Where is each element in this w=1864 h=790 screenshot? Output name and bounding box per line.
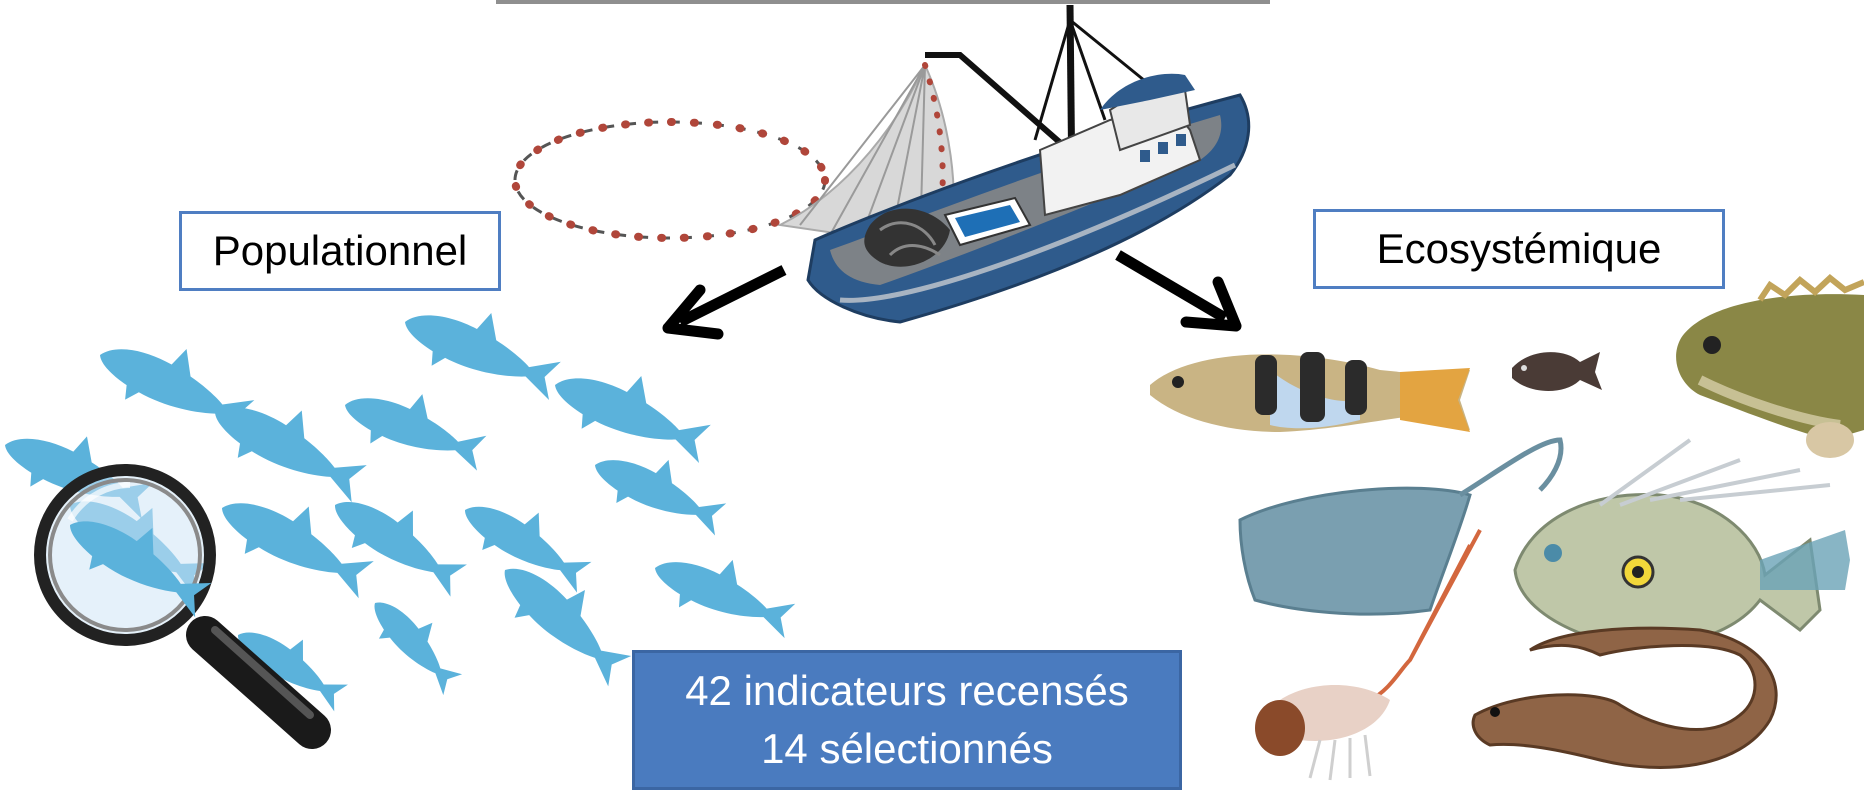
john-dory-icon [1513,438,1850,648]
populationnel-label-text: Populationnel [212,227,468,274]
populationnel-label: Populationnel [179,211,501,291]
indicators-count-line: 42 indicateurs recensés [685,667,1129,714]
ecosystemique-label-text: Ecosystémique [1376,225,1662,272]
indicator-summary-box: 42 indicateurs recensés 14 sélectionnés [632,650,1182,790]
ecosystemique-label: Ecosystémique [1313,209,1725,289]
arrow-icon-left [662,265,787,340]
wrasse-icon [1150,352,1470,432]
damselfish-icon [1512,352,1602,392]
magnifying-glass-icon [34,464,331,749]
moray-eel-icon [1471,626,1778,769]
top-divider [496,0,1270,4]
arrow-icon-right [1115,250,1242,332]
fishing-boat-icon [511,4,1251,324]
selected-count-line: 14 sélectionnés [761,725,1053,772]
shrimp-icon [1255,529,1482,781]
grouper-icon [1676,274,1864,458]
stingray-icon [1238,437,1564,616]
